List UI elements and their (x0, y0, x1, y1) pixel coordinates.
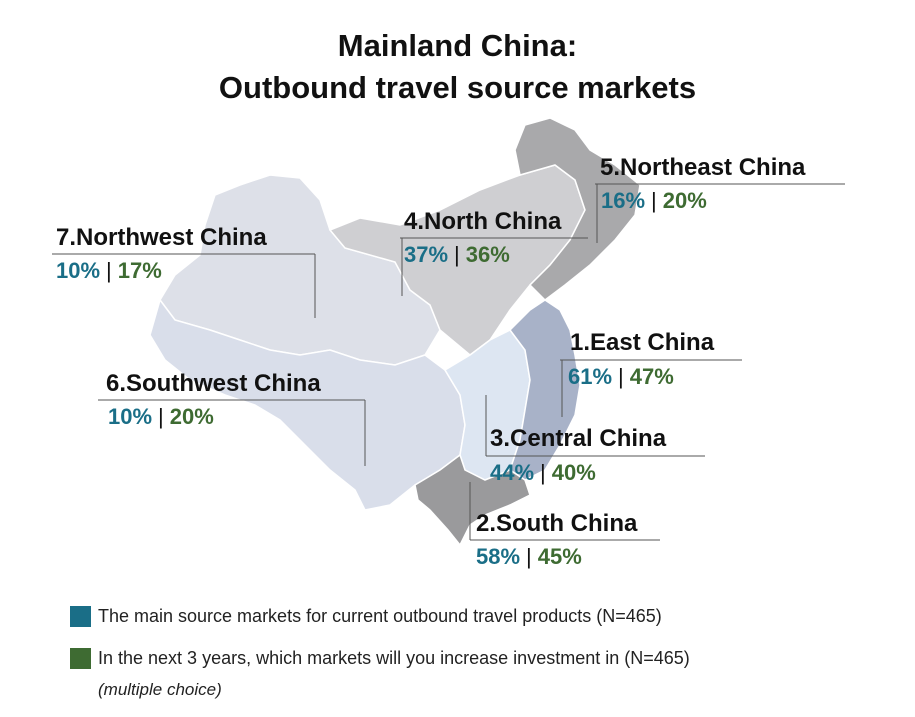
separator: | (651, 188, 657, 213)
region-values-southwest: 10% | 20% (108, 404, 214, 430)
current-value: 61% (568, 364, 613, 389)
legend-label-current: The main source markets for current outb… (98, 606, 662, 626)
separator: | (454, 242, 460, 267)
region-name-northwest: 7.Northwest China (56, 224, 267, 251)
leader-lines (52, 183, 845, 541)
invest-value: 45% (537, 544, 582, 569)
region-shape-northeast (514, 117, 641, 301)
invest-value: 17% (117, 258, 162, 283)
legend-swatch-invest (70, 648, 91, 669)
title-line-1: Mainland China: (337, 28, 578, 63)
legend-note: (multiple choice) (98, 680, 222, 699)
invest-value: 20% (662, 188, 707, 213)
region-values-east: 61% | 47% (568, 364, 674, 390)
region-shape-south (414, 453, 531, 547)
region-values-central: 44% | 40% (490, 460, 596, 486)
invest-value: 40% (551, 460, 596, 485)
invest-value: 36% (465, 242, 510, 267)
region-name-east: 1.East China (570, 329, 715, 356)
invest-value: 47% (629, 364, 674, 389)
current-value: 10% (56, 258, 101, 283)
region-values-northwest: 10% | 17% (56, 258, 162, 284)
region-values-north: 37% | 36% (404, 242, 510, 268)
separator: | (106, 258, 112, 283)
region-shape-east (509, 299, 581, 481)
current-value: 44% (490, 460, 535, 485)
separator: | (540, 460, 546, 485)
legend-label-invest: In the next 3 years, which markets will … (98, 648, 690, 668)
region-name-northeast: 5.Northeast China (600, 154, 806, 181)
current-value: 58% (476, 544, 521, 569)
region-values-south: 58% | 45% (476, 544, 582, 570)
separator: | (526, 544, 532, 569)
invest-value: 20% (169, 404, 214, 429)
current-value: 16% (601, 188, 646, 213)
current-value: 37% (404, 242, 449, 267)
region-name-southwest: 6.Southwest China (106, 370, 321, 397)
separator: | (158, 404, 164, 429)
current-value: 10% (108, 404, 153, 429)
title-line-2: Outbound travel source markets (218, 70, 697, 105)
region-name-central: 3.Central China (490, 425, 667, 452)
region-name-north: 4.North China (404, 208, 562, 235)
separator: | (618, 364, 624, 389)
region-name-south: 2.South China (476, 510, 638, 537)
region-values-northeast: 16% | 20% (601, 188, 707, 214)
legend-swatch-current (70, 606, 91, 627)
